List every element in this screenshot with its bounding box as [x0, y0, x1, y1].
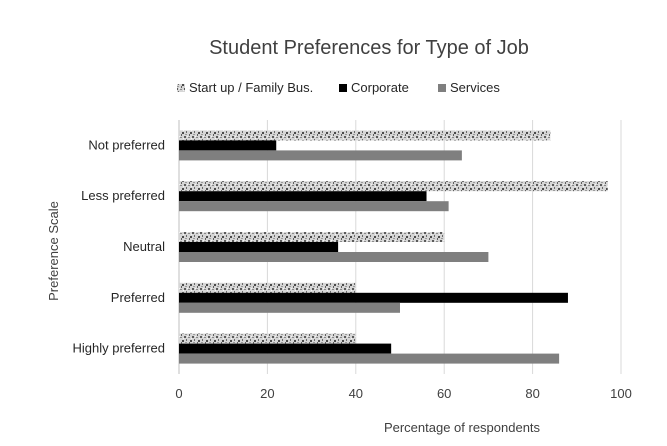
bar-start-up-family-bus — [179, 181, 608, 192]
x-tick-label: 0 — [175, 386, 182, 401]
bar-start-up-family-bus — [179, 232, 445, 242]
legend-label: Corporate — [351, 80, 409, 95]
bar-start-up-family-bus — [179, 333, 356, 344]
x-tick-labels: 0 20 40 60 80 100 — [175, 386, 631, 401]
bar-corporate — [179, 292, 568, 303]
category-label: Less preferred — [81, 188, 165, 203]
category-label: Highly preferred — [73, 341, 166, 356]
bar-corporate — [179, 140, 277, 151]
bar-start-up-family-bus — [179, 130, 551, 141]
bar-services — [179, 353, 560, 364]
legend-swatch — [339, 84, 347, 92]
x-axis-title: Percentage of respondents — [384, 420, 541, 435]
x-tick-label: 100 — [610, 386, 632, 401]
category-label: Neutral — [123, 239, 165, 254]
bars — [179, 130, 608, 364]
x-tick-label: 40 — [349, 386, 363, 401]
legend-swatch — [438, 84, 446, 92]
legend: Start up / Family Bus. Corporate Services — [177, 80, 500, 95]
chart-title: Student Preferences for Type of Job — [209, 37, 529, 59]
x-tick-label: 60 — [437, 386, 451, 401]
x-tick-label: 80 — [525, 386, 539, 401]
category-label: Preferred — [111, 290, 165, 305]
y-axis-title: Preference Scale — [46, 201, 61, 301]
bar-services — [179, 252, 489, 262]
category-labels: Not preferred Less preferred Neutral Prefer… — [73, 137, 166, 355]
x-tick-label: 20 — [260, 386, 274, 401]
bar-services — [179, 302, 400, 313]
category-label: Not preferred — [88, 137, 165, 152]
bar-corporate — [179, 343, 392, 354]
bar-corporate — [179, 242, 339, 252]
bar-services — [179, 150, 462, 161]
bar-services — [179, 201, 449, 212]
legend-swatch — [177, 84, 185, 92]
gridlines — [178, 120, 622, 374]
bar-corporate — [179, 191, 427, 202]
legend-label: Start up / Family Bus. — [189, 80, 313, 95]
legend-label: Services — [450, 80, 500, 95]
bar-start-up-family-bus — [179, 282, 356, 293]
